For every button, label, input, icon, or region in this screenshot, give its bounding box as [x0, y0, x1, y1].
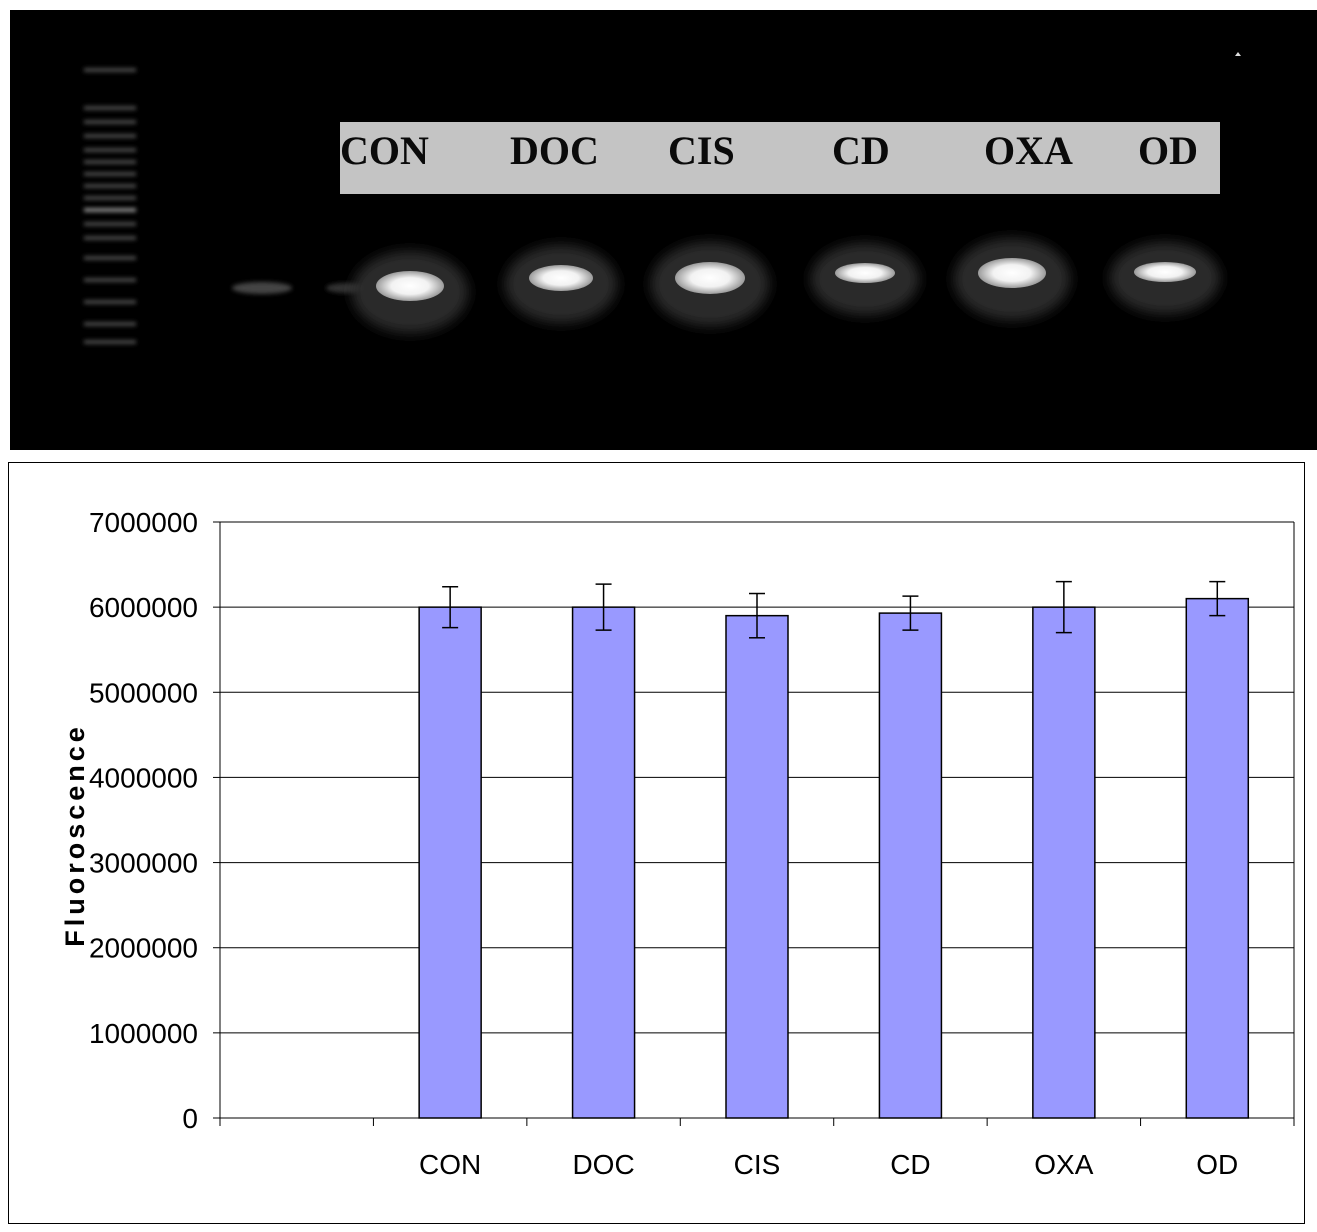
- error-bars: [442, 580, 1226, 639]
- y-tick-label: 2000000: [89, 933, 198, 964]
- x-tick-label: CON: [419, 1149, 481, 1180]
- y-tick-label: 3000000: [89, 848, 198, 879]
- ladder-band: [84, 106, 136, 110]
- ladder-band: [84, 340, 136, 344]
- x-tick-label: OXA: [1034, 1149, 1093, 1180]
- ladder-band: [84, 300, 136, 304]
- bar: [1185, 597, 1250, 1119]
- ladder-band: [84, 208, 136, 212]
- ladder-band: [84, 256, 136, 260]
- gel-band: [376, 271, 444, 301]
- ladder-band: [84, 236, 136, 240]
- y-axis-ticks: 0 1000000 2000000 3000000 4000000 5000000 6000…: [89, 507, 220, 1134]
- x-tick-label: CD: [890, 1149, 930, 1180]
- gel-bands: [232, 52, 1241, 333]
- ladder-band: [84, 222, 136, 226]
- gel-image-svg: [84, 52, 1241, 344]
- chart-frame: [8, 462, 1305, 1224]
- x-tick-label: CIS: [734, 1149, 781, 1180]
- axes: [219, 521, 1295, 1119]
- y-tick-label: 5000000: [89, 677, 198, 708]
- gel-lane-label: CD: [832, 128, 890, 173]
- ladder-band: [84, 148, 136, 152]
- y-tick-label: 6000000: [89, 592, 198, 623]
- y-tick-label: 0: [182, 1103, 198, 1134]
- ladder-band: [84, 184, 136, 188]
- bar: [1032, 606, 1096, 1119]
- y-tick-label: 4000000: [89, 762, 198, 793]
- ladder-band: [84, 68, 136, 72]
- bar: [878, 612, 943, 1119]
- gel-lane-label-strip: CON DOC CIS CD OXA OD: [340, 122, 1220, 194]
- gel-lane-label: CIS: [668, 128, 735, 173]
- gel-lane-label: CON: [340, 128, 429, 173]
- gel-lane-label: OD: [1138, 128, 1198, 173]
- gel-band: [835, 263, 895, 283]
- y-tick-label: 1000000: [89, 1018, 198, 1049]
- bar-series: [418, 597, 1250, 1119]
- dna-ladder: [84, 68, 136, 344]
- ladder-band: [84, 322, 136, 326]
- x-tick-label: OD: [1196, 1149, 1238, 1180]
- gel-band: [978, 258, 1046, 288]
- gel-lane-label: OXA: [984, 128, 1073, 173]
- ladder-band: [84, 172, 136, 176]
- gel-band: [529, 265, 593, 291]
- faint-band: [232, 282, 292, 294]
- y-axis-title: Fluoroscence: [60, 723, 90, 947]
- y-tick-label: 7000000: [89, 507, 198, 538]
- bar: [571, 606, 636, 1119]
- ladder-band: [84, 160, 136, 164]
- gel-electrophoresis-image: CON DOC CIS CD OXA OD: [10, 10, 1317, 450]
- x-tick-label: DOC: [572, 1149, 634, 1180]
- gel-band: [1134, 262, 1196, 282]
- gel-band: [675, 262, 745, 294]
- ladder-band: [84, 278, 136, 282]
- ladder-band: [84, 120, 136, 124]
- ladder-band: [84, 196, 136, 200]
- bar: [418, 606, 482, 1119]
- bar: [725, 614, 789, 1119]
- gel-lane-label: DOC: [510, 128, 599, 173]
- x-axis-ticks: CON DOC CIS CD OXA OD: [219, 1118, 1295, 1180]
- ladder-band: [84, 134, 136, 138]
- gel-speck: [1235, 52, 1241, 56]
